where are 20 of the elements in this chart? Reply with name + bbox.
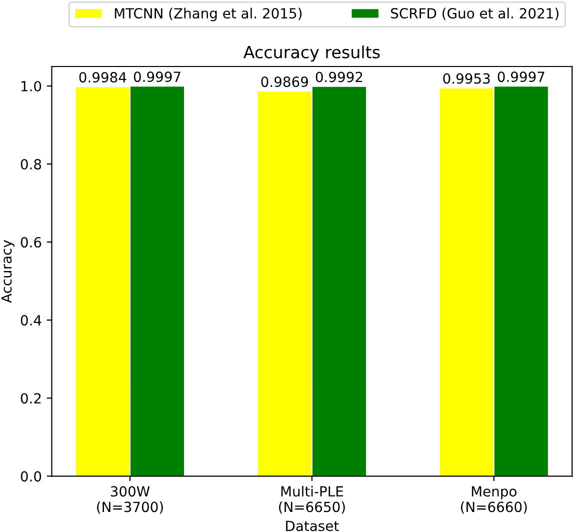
data-label: 0.9992 xyxy=(316,72,362,82)
data-label: 0.9984 xyxy=(79,72,126,83)
data-label: 0.9953 xyxy=(443,73,490,84)
legend-label: SCRFD (Guo et al. 2021) xyxy=(391,8,558,20)
y-axis-title: Accuracy xyxy=(1,240,14,303)
chart-title: Accuracy results xyxy=(243,46,380,62)
x-tick-label: Multi-PLE (N=6650) xyxy=(279,486,345,514)
y-tick-label: 1.0 xyxy=(21,80,42,92)
y-tick-label: 0.4 xyxy=(20,315,42,326)
y-tick-label: 0.0 xyxy=(20,471,42,482)
x-tick-label: 300W (N=3700) xyxy=(97,486,163,514)
x-axis-title: Dataset xyxy=(286,520,339,532)
y-tick-label: 0.6 xyxy=(20,237,42,248)
data-label: 0.9997 xyxy=(134,72,180,82)
y-tick-label: 0.8 xyxy=(20,159,42,170)
x-tick-label: Menpo (N=6660) xyxy=(460,486,527,514)
data-label: 0.9997 xyxy=(498,72,544,82)
data-label: 0.9869 xyxy=(261,76,308,88)
legend-label: MTCNN (Zhang et al. 2015) xyxy=(114,8,302,22)
y-tick-label: 0.2 xyxy=(20,393,41,404)
